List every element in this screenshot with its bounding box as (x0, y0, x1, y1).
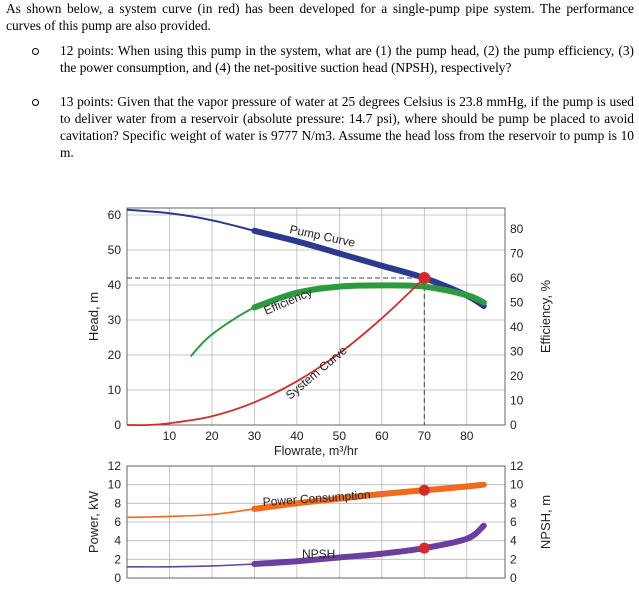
system-curve-label: System Curve (283, 343, 350, 402)
x-tick-label: 60 (375, 429, 389, 443)
x-tick-label: 50 (333, 429, 347, 443)
y-tick-label: 2 (114, 552, 121, 566)
y2-tick-label: 12 (510, 459, 524, 473)
y2-tick-label: 0 (510, 418, 517, 432)
y2-tick-label: 4 (510, 534, 517, 548)
bullet-icon (32, 48, 39, 55)
x-tick-label: 70 (418, 429, 432, 443)
grid-lines (127, 208, 505, 425)
question-text: 12 points: When using this pump in the s… (60, 43, 634, 75)
y-tick-label: 20 (108, 348, 122, 362)
efficiency-label: Efficiency (262, 285, 315, 318)
y-axis-label: Head, m (86, 292, 101, 341)
question-item: 13 points: Given that the vapor pressure… (6, 93, 634, 161)
y-tick-label: 10 (108, 478, 122, 492)
y2-tick-label: 8 (510, 496, 517, 510)
question-list: 12 points: When using this pump in the s… (6, 42, 634, 161)
power-consumption-label: Power Consumption (262, 487, 371, 509)
y-tick-label: 60 (108, 208, 122, 222)
y2-tick-label: 10 (510, 478, 524, 492)
y-tick-label: 4 (114, 534, 121, 548)
y2-tick-label: 0 (510, 571, 517, 585)
plot-frame (126, 465, 506, 579)
power-npsh-chart: 0 2 4 6 8 10 12 0 2 4 6 8 10 12 Power, kW NPSH, m Power … (86, 459, 553, 585)
y-tick-label: 0 (114, 571, 121, 585)
npsh-operating-range (251, 522, 487, 567)
y2-tick-label: 20 (510, 369, 524, 383)
y2-tick-label: 40 (510, 320, 524, 334)
y2-tick-label: 2 (510, 552, 517, 566)
x-tick-label: 40 (290, 429, 304, 443)
y-tick-label: 30 (108, 313, 122, 327)
efficiency-curve-operating-range (251, 282, 487, 311)
y2-tick-label: 10 (510, 394, 524, 408)
y-tick-label: 40 (108, 278, 122, 292)
system-curve-line (126, 277, 425, 427)
npsh-marker (418, 542, 430, 554)
x-tick-label: 20 (205, 429, 219, 443)
question-text: 13 points: Given that the vapor pressure… (60, 94, 634, 160)
plot-frame (126, 207, 506, 426)
y2-tick-label: 6 (510, 515, 517, 529)
y2-tick-label: 70 (510, 247, 524, 261)
problem-statement: As shown below, a system curve (in red) … (6, 0, 634, 178)
y2-tick-label: 50 (510, 296, 524, 310)
y2-tick-label: 30 (510, 345, 524, 359)
x-tick-label: 80 (460, 429, 474, 443)
y2-axis-label: Efficiency, % (538, 279, 553, 353)
bullet-icon (32, 99, 39, 106)
y2-tick-label: 60 (510, 271, 524, 285)
x-tick-label: 30 (248, 429, 262, 443)
y-tick-label: 8 (114, 496, 121, 510)
y2-tick-label: 80 (510, 222, 524, 236)
question-item: 12 points: When using this pump in the s… (6, 42, 634, 76)
power-consumption-operating-range (251, 481, 487, 512)
y-tick-label: 0 (114, 418, 121, 432)
y-tick-label: 6 (114, 515, 121, 529)
y-tick-label: 50 (108, 243, 122, 257)
head-efficiency-chart: 0 10 20 30 40 50 60 0 10 20 30 40 50 60 70 80 10 20 30 40 50… (86, 207, 553, 458)
y-axis-label: Power, kW (86, 490, 101, 553)
npsh-label: NPSH (302, 547, 335, 561)
operating-point-marker (418, 272, 431, 284)
power-consumption-marker (418, 484, 430, 496)
problem-intro: As shown below, a system curve (in red) … (6, 1, 634, 33)
x-tick-label: 10 (163, 429, 177, 443)
y2-axis-label: NPSH, m (538, 495, 553, 549)
x-axis-label: Flowrate, m³/hr (274, 444, 358, 458)
y-tick-label: 10 (108, 383, 122, 397)
y-tick-label: 12 (108, 459, 122, 473)
